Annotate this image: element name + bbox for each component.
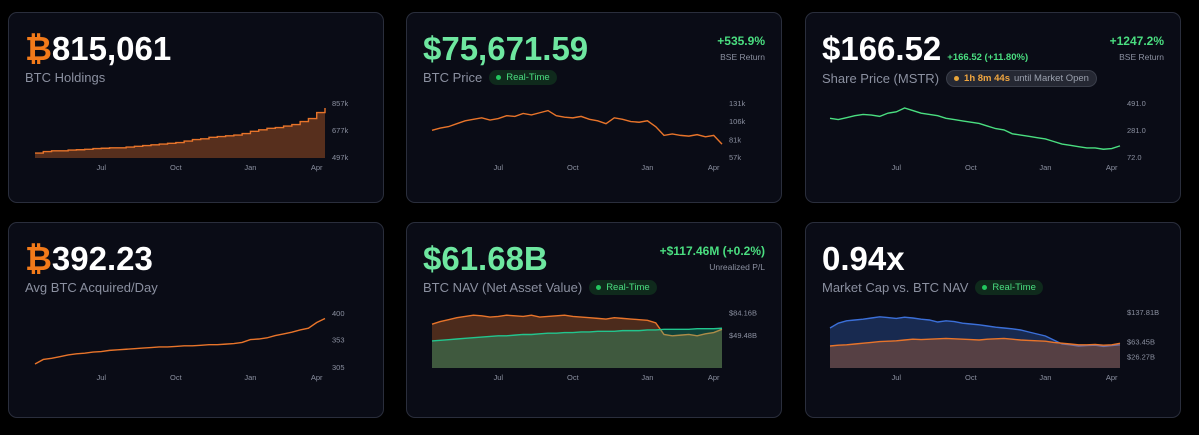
subchange: +166.52 (+11.80%) <box>947 52 1029 63</box>
card: $166.52 +166.52 (+11.80%) +1247.2% BSE Re… <box>805 12 1181 203</box>
badge-text: Real-Time <box>506 72 550 83</box>
label: BTC Holdings <box>25 70 105 85</box>
value: 0.94x <box>822 240 905 277</box>
metric: ₿ 392.23 <box>25 240 153 278</box>
value: $75,671.59 <box>423 30 589 67</box>
card: ₿ 815,061 BTC Holdings <box>8 12 384 203</box>
label-text: BTC Price <box>423 70 483 85</box>
metric: ₿ 815,061 <box>25 30 171 68</box>
change-label: BSE Return <box>720 52 765 62</box>
value: 815,061 <box>51 30 172 67</box>
label-text: Share Price (MSTR) <box>822 71 940 86</box>
change-label: BSE Return <box>1119 52 1164 62</box>
card: $61.68B +$117.46M (+0.2%) Unrealized P/L… <box>406 222 782 418</box>
countdown: 1h 8m 44s until Market Open <box>946 70 1097 87</box>
badge-text: Real-Time <box>606 282 650 293</box>
value: $61.68B <box>423 240 548 277</box>
countdown-time: 1h 8m 44s <box>964 73 1010 84</box>
countdown-label: until Market Open <box>1013 73 1089 84</box>
label: Share Price (MSTR) 1h 8m 44s until Market … <box>822 70 1097 87</box>
metric: $166.52 +166.52 (+11.80%) <box>822 30 1028 68</box>
label: Market Cap vs. BTC NAV Real-Time <box>822 280 1043 295</box>
label-text: Avg BTC Acquired/Day <box>25 280 158 295</box>
metric: $61.68B <box>423 240 548 278</box>
value: $166.52 <box>822 30 942 67</box>
symbol: ₿ <box>25 240 52 277</box>
change: +535.9% <box>717 34 765 48</box>
metric: 0.94x <box>822 240 905 278</box>
change-label: Unrealized P/L <box>709 262 765 272</box>
badge: Real-Time <box>589 280 657 295</box>
card: ₿ 392.23 Avg BTC Acquired/Day <box>8 222 384 418</box>
badge: Real-Time <box>975 280 1043 295</box>
label-text: Market Cap vs. BTC NAV <box>822 280 969 295</box>
symbol: ₿ <box>25 30 52 67</box>
badge: Real-Time <box>489 70 557 85</box>
label-text: BTC NAV (Net Asset Value) <box>423 280 583 295</box>
label: BTC NAV (Net Asset Value) Real-Time <box>423 280 657 295</box>
value: 392.23 <box>51 240 153 277</box>
badge-text: Real-Time <box>992 282 1036 293</box>
metric: $75,671.59 <box>423 30 588 68</box>
label: Avg BTC Acquired/Day <box>25 280 158 295</box>
change: +1247.2% <box>1109 34 1164 48</box>
label: BTC Price Real-Time <box>423 70 557 85</box>
card: 0.94x Market Cap vs. BTC NAV Real-Time <box>805 222 1181 418</box>
card: $75,671.59 +535.9% BSE Return BTC Price R… <box>406 12 782 203</box>
label-text: BTC Holdings <box>25 70 106 85</box>
change: +$117.46M (+0.2%) <box>659 244 765 258</box>
